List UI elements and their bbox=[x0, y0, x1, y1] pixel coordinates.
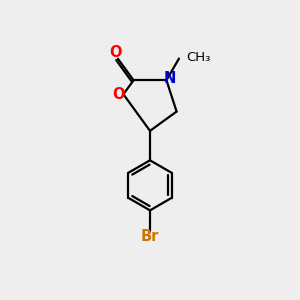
Text: Br: Br bbox=[141, 230, 159, 244]
Text: O: O bbox=[112, 87, 124, 102]
Text: N: N bbox=[164, 71, 176, 86]
Text: CH₃: CH₃ bbox=[186, 52, 211, 64]
Text: O: O bbox=[109, 45, 121, 60]
